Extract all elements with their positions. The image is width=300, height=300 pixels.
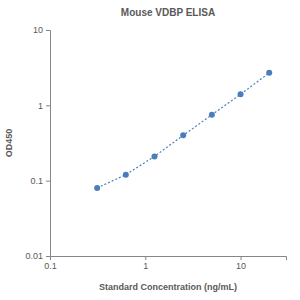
marker <box>180 132 186 138</box>
tick-mark <box>46 256 50 257</box>
tick-mark <box>241 256 242 260</box>
tick-label: 0.1 <box>30 176 43 186</box>
tick-mark <box>46 30 50 31</box>
marker <box>94 185 100 191</box>
tick-mark <box>145 256 146 260</box>
x-axis-title: Standard Concentration (ng/mL) <box>99 282 237 292</box>
tick-label: 10 <box>33 25 43 35</box>
plot: 0.11100.010.1110 <box>25 25 286 271</box>
tick-label: 10 <box>236 261 246 271</box>
tick-label: 0.1 <box>44 261 57 271</box>
tick-label: 0.01 <box>25 251 43 261</box>
marker <box>238 91 244 97</box>
axis-line <box>51 257 287 261</box>
tick: 1 <box>38 101 50 111</box>
title: Mouse VDBP ELISA <box>121 7 215 18</box>
series <box>94 70 272 191</box>
y-axis-title: OD450 <box>4 129 14 158</box>
x-axis: 0.1 1 10 <box>44 256 286 271</box>
tick: 1 <box>143 256 148 271</box>
tick: 0.1 <box>44 256 57 271</box>
marker <box>209 112 215 118</box>
marker <box>123 172 129 178</box>
chart: 0.11100.010.1110Mouse VDBP ELISAStandard… <box>0 0 300 300</box>
tick-mark <box>46 181 50 182</box>
line <box>97 73 269 188</box>
tick: 10 <box>33 25 50 35</box>
tick-label: 1 <box>143 261 148 271</box>
y-axis: 0.01 0.1 1 10 <box>25 25 50 261</box>
tick: 0.01 <box>25 251 50 261</box>
axis-line <box>46 31 51 257</box>
marker <box>266 70 272 76</box>
tick: 0.1 <box>30 176 50 186</box>
marker <box>152 153 158 159</box>
tick-mark <box>46 105 50 106</box>
tick: 10 <box>236 256 246 271</box>
tick-label: 1 <box>38 101 43 111</box>
